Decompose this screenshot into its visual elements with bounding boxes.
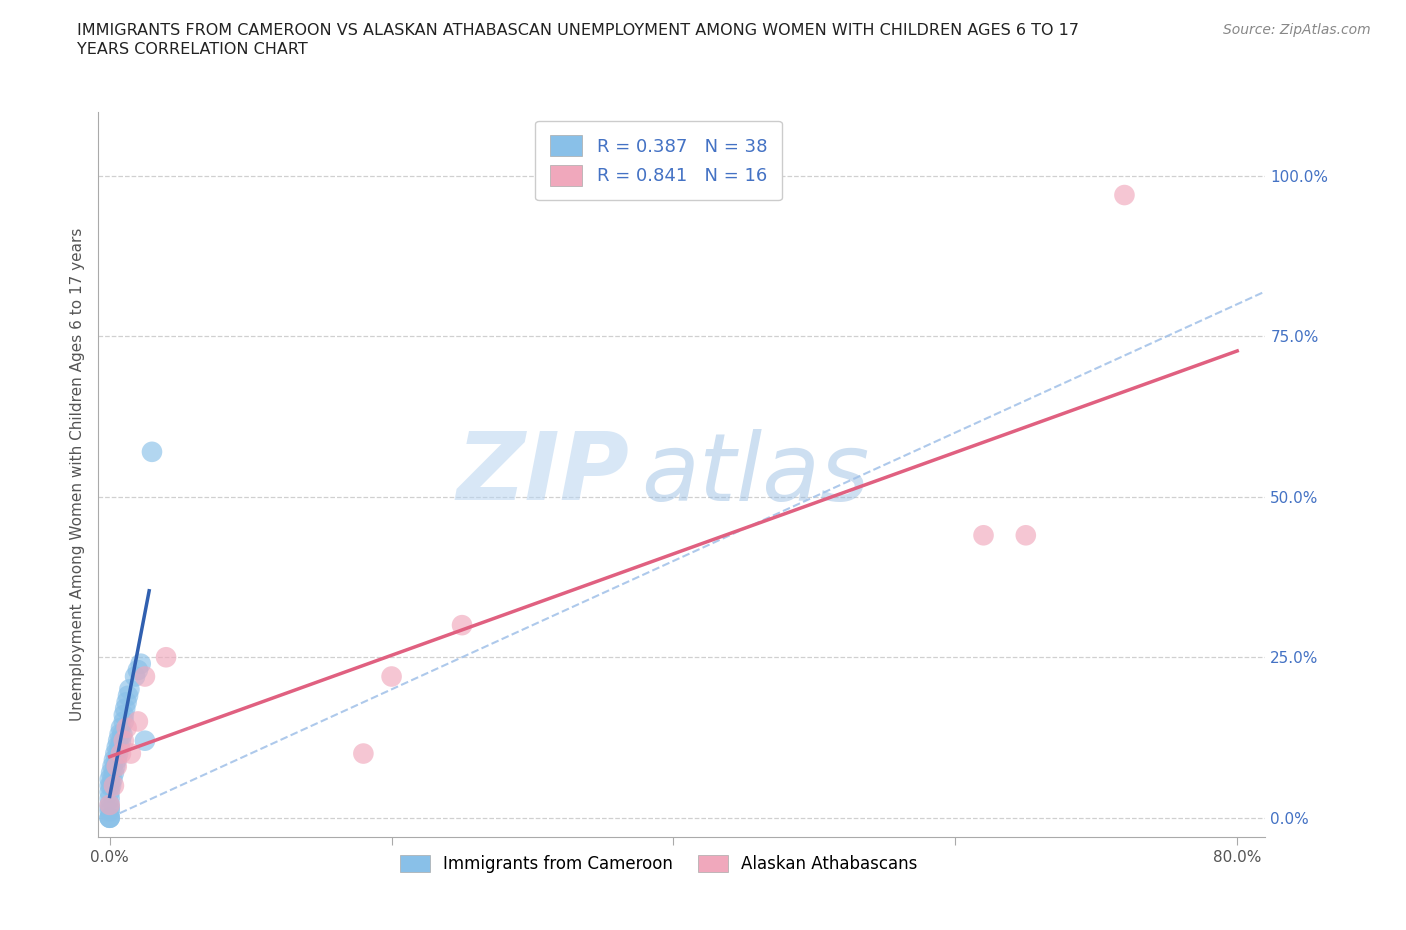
Point — [100, 778, 122, 793]
Point — [381, 669, 404, 684]
Point — [110, 733, 132, 748]
Text: Source: ZipAtlas.com: Source: ZipAtlas.com — [1223, 23, 1371, 37]
Point — [141, 445, 163, 459]
Point — [118, 682, 141, 697]
Point — [98, 810, 121, 825]
Point — [107, 733, 129, 748]
Point — [98, 772, 121, 787]
Point — [98, 785, 121, 800]
Point — [1015, 528, 1038, 543]
Point — [127, 714, 149, 729]
Text: IMMIGRANTS FROM CAMEROON VS ALASKAN ATHABASCAN UNEMPLOYMENT AMONG WOMEN WITH CHI: IMMIGRANTS FROM CAMEROON VS ALASKAN ATHA… — [77, 23, 1080, 38]
Point — [112, 714, 135, 729]
Point — [104, 759, 127, 774]
Point — [108, 739, 131, 754]
Point — [114, 701, 136, 716]
Point — [98, 804, 121, 818]
Point — [124, 669, 146, 684]
Point — [104, 746, 127, 761]
Point — [98, 791, 121, 806]
Point — [105, 739, 128, 754]
Point — [101, 772, 124, 787]
Point — [112, 733, 135, 748]
Point — [352, 746, 374, 761]
Text: YEARS CORRELATION CHART: YEARS CORRELATION CHART — [77, 42, 308, 57]
Point — [127, 663, 149, 678]
Point — [117, 688, 139, 703]
Point — [451, 618, 474, 632]
Point — [115, 721, 138, 736]
Point — [129, 657, 152, 671]
Point — [107, 746, 129, 761]
Y-axis label: Unemployment Among Women with Children Ages 6 to 17 years: Unemployment Among Women with Children A… — [69, 228, 84, 721]
Point — [98, 797, 121, 812]
Point — [105, 752, 128, 767]
Point — [110, 746, 132, 761]
Point — [134, 733, 156, 748]
Point — [103, 765, 125, 780]
Point — [110, 721, 132, 736]
Point — [155, 650, 177, 665]
Point — [134, 669, 156, 684]
Point — [98, 810, 121, 825]
Point — [111, 727, 134, 742]
Point — [98, 797, 121, 812]
Text: atlas: atlas — [641, 429, 869, 520]
Point — [98, 810, 121, 825]
Legend: Immigrants from Cameroon, Alaskan Athabascans: Immigrants from Cameroon, Alaskan Athaba… — [392, 848, 924, 880]
Point — [120, 746, 142, 761]
Point — [98, 801, 121, 816]
Point — [103, 752, 125, 767]
Point — [105, 759, 128, 774]
Point — [1114, 188, 1136, 203]
Point — [115, 695, 138, 710]
Point — [108, 727, 131, 742]
Point — [973, 528, 995, 543]
Point — [98, 778, 121, 793]
Text: ZIP: ZIP — [457, 429, 630, 520]
Point — [112, 708, 135, 723]
Point — [101, 759, 124, 774]
Point — [103, 778, 125, 793]
Point — [100, 765, 122, 780]
